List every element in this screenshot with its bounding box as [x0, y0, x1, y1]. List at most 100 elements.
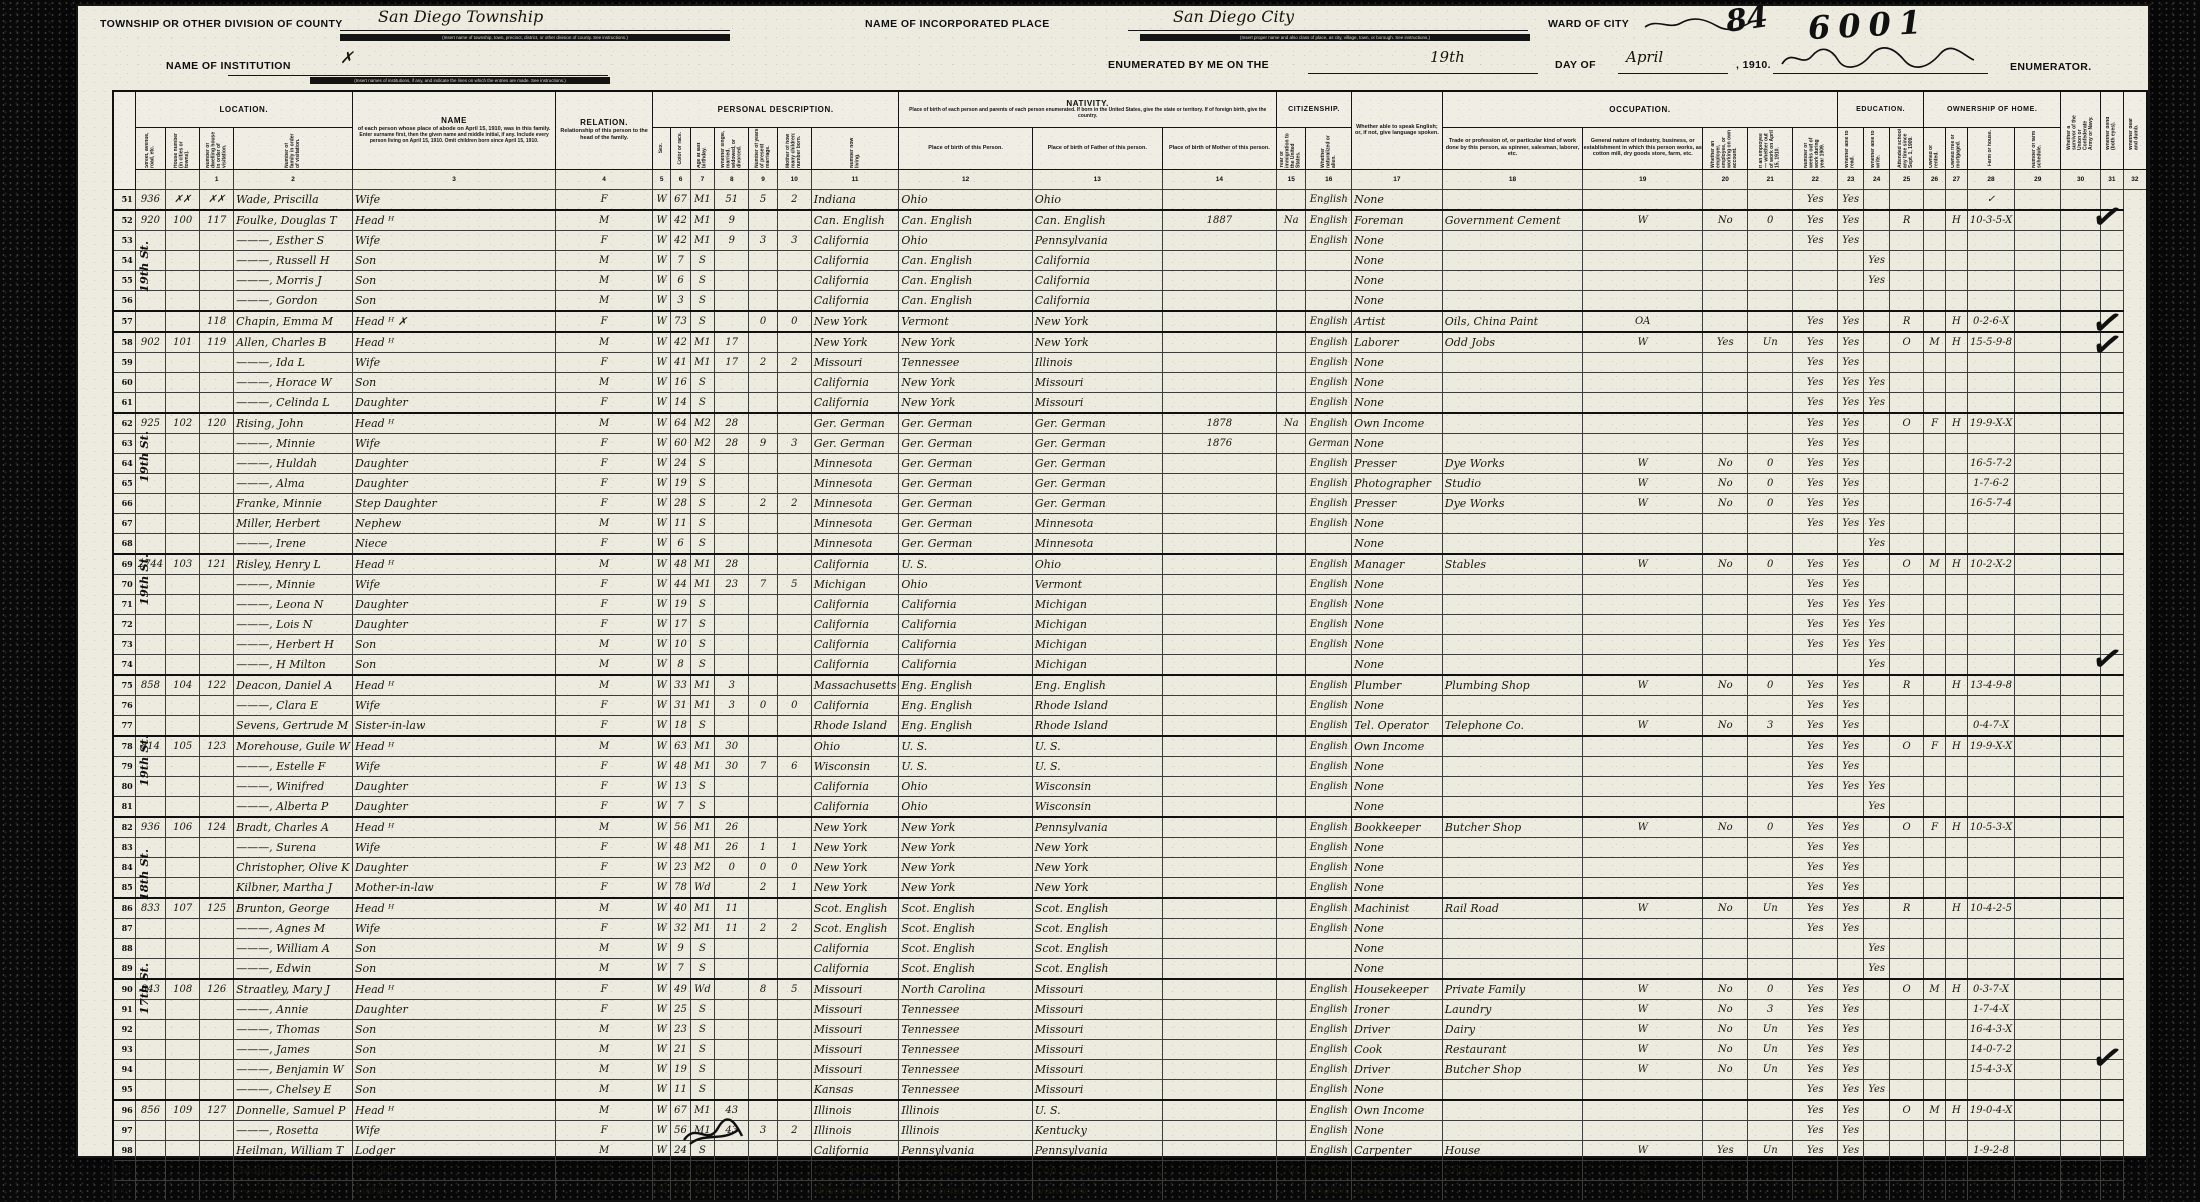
cell-en: English: [1305, 775, 1353, 797]
cell-pf: Tennessee: [898, 1078, 1033, 1100]
cell-sc: Yes: [1863, 613, 1891, 635]
cell-f: 125: [199, 896, 235, 919]
cell-pb: Minnesota: [810, 472, 900, 494]
cell-m: M1: [689, 694, 716, 716]
cell-fm: [1923, 289, 1946, 311]
cell-i: [1441, 573, 1584, 595]
cell-fm: [1923, 775, 1946, 797]
table-row: 62 925 102 120 Rising, John Head ᴴ M W 64 M2 28 Ger…: [112, 411, 2147, 434]
cell-e: [1582, 1119, 1704, 1141]
cell-en: English: [1305, 734, 1353, 757]
cell-c: W: [651, 532, 672, 554]
cell-r: Head ᴴ: [351, 815, 557, 838]
cell-c31: [2060, 917, 2101, 939]
cell-d: 103: [165, 552, 201, 575]
cell-d: [165, 836, 201, 858]
cell-fh: [1944, 351, 1968, 373]
cell-wk: [1747, 593, 1794, 615]
township-value: San Diego Township: [378, 7, 544, 26]
cell-cb: [748, 1139, 778, 1161]
cell-sd: [1966, 613, 2016, 635]
cell-c32: [2099, 1139, 2124, 1161]
cell-cb: [748, 269, 778, 291]
cell-ow: No: [1702, 1038, 1749, 1060]
cell-i: [1441, 734, 1584, 757]
cell-na: [1275, 1119, 1307, 1141]
cell-ln: 80: [112, 775, 136, 797]
group-nativity: NATIVITY. Place of birth of each person …: [898, 90, 1277, 128]
cell-c30: [2014, 815, 2062, 838]
cell-cl: [776, 673, 812, 696]
cell-f: [199, 775, 235, 797]
cell-pf: Can. English: [898, 269, 1033, 291]
cell-y: [714, 957, 750, 979]
cell-wk: [1747, 957, 1794, 979]
cell-ow: [1702, 1179, 1749, 1201]
cell-pf: North Carolina: [898, 977, 1033, 1000]
cell-t: Driver: [1351, 1058, 1443, 1080]
cell-wk: 0: [1747, 452, 1794, 474]
cell-wk: [1747, 1098, 1794, 1121]
incorporated-place-value: San Diego City: [1173, 7, 1295, 26]
cell-fm: [1923, 795, 1946, 817]
cell-sc: [1863, 1018, 1891, 1040]
cell-sx: F: [555, 472, 653, 494]
column-number: 5: [651, 168, 672, 190]
cell-pb: Minnesota: [810, 492, 900, 514]
cell-y: 3: [714, 694, 750, 716]
cell-pm: Scot. English: [1031, 896, 1163, 919]
cell-wr: Yes: [1837, 775, 1865, 797]
cell-ln: 85: [112, 876, 136, 898]
cell-en: English: [1305, 309, 1353, 332]
cell-sd: [1966, 512, 2016, 534]
cell-fh: H: [1944, 330, 1968, 353]
cell-ln: 55: [112, 269, 136, 291]
cell-a: 63: [670, 734, 691, 757]
cell-cl: [776, 330, 812, 353]
cell-fm: [1923, 1119, 1946, 1141]
cell-sd: 10-2-X-2: [1966, 552, 2016, 575]
cell-pb: Illinois: [810, 1119, 900, 1141]
table-header: LOCATION. NAME of each person whose plac…: [112, 90, 2148, 190]
cell-wr: Yes: [1837, 593, 1865, 615]
cell-h: [134, 1058, 167, 1080]
cell-sx: F: [555, 714, 653, 736]
cell-d: [165, 998, 201, 1020]
cell-e: [1582, 1098, 1704, 1121]
table-row: 92 ———, Thomas Son M W 23 S Missouri Tennessee Mi…: [112, 1018, 2147, 1040]
cell-r: Son: [351, 653, 557, 675]
cell-im: [1161, 309, 1277, 332]
cell-y: [714, 653, 750, 675]
cell-pf: New York: [898, 836, 1033, 858]
cell-o: [1889, 188, 1925, 210]
table-row: 88 ———, William A Son M W 9 S California Scot. E…: [112, 937, 2147, 959]
cell-sd: 15-5-9-8: [1966, 330, 2016, 353]
cell-r: Head ᴴ: [351, 734, 557, 757]
cell-pb: California: [810, 371, 900, 393]
cell-sx: F: [555, 613, 653, 635]
table-row: 60 ———, Horace W Son M W 16 S California New Yor…: [112, 371, 2147, 393]
cell-i: Telephone Co.: [1441, 714, 1584, 736]
cell-wk: 0: [1747, 977, 1794, 1000]
cell-en: English: [1305, 229, 1353, 251]
cell-e: [1582, 795, 1704, 817]
table-row: 95 ———, Chelsey E Son M W 11 S Kansas Tennessee M…: [112, 1078, 2147, 1100]
cell-wr: Yes: [1837, 836, 1865, 858]
table-row: 68 ———, Irene Niece F W 6 S Minnesota Ger. Germa…: [112, 532, 2147, 554]
cell-sd: [1966, 694, 2016, 716]
cell-wk: Un: [1747, 1018, 1794, 1040]
column-number: 26: [1923, 168, 1946, 190]
cell-ln: 63: [112, 432, 136, 454]
cell-n: Morehouse, Guile W: [233, 734, 353, 757]
cell-c30: [2014, 269, 2062, 291]
cell-wk: [1747, 917, 1794, 939]
cell-sd: [1966, 593, 2016, 615]
cell-m: M1: [689, 208, 716, 231]
cell-cl: 0: [776, 309, 812, 332]
cell-y: [714, 1159, 750, 1181]
cell-pf: New York: [898, 330, 1033, 353]
cell-f: [199, 1139, 235, 1161]
cell-sd: 10-4-2-5: [1966, 896, 2016, 919]
cell-ow: No: [1702, 896, 1749, 919]
township-underline: [340, 29, 730, 31]
